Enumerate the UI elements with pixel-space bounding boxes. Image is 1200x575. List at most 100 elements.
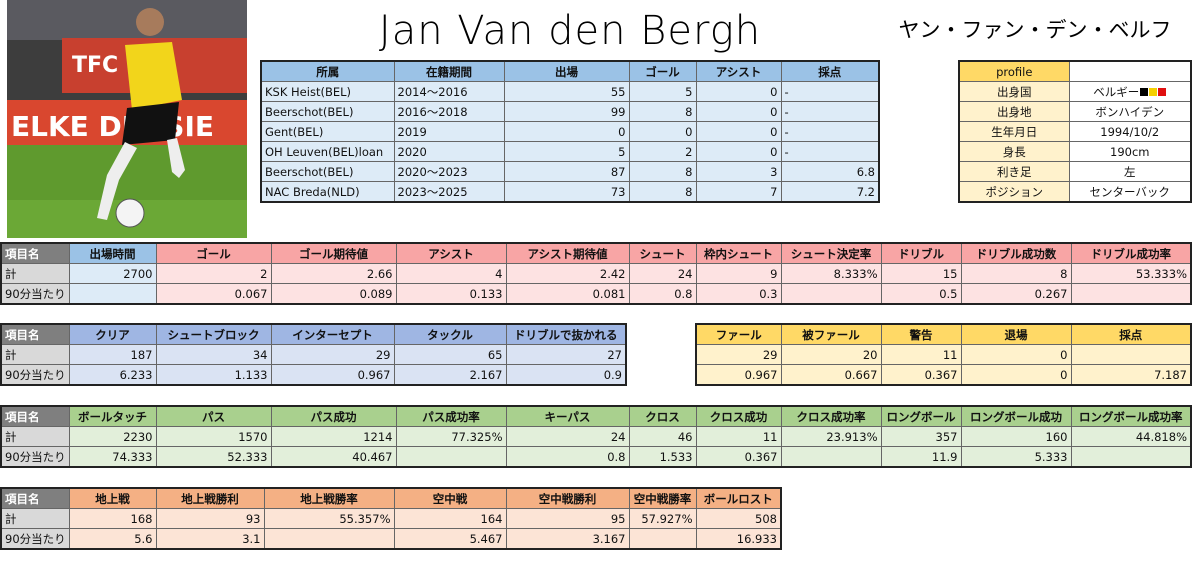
stat-cell: 0.367 [880,364,962,386]
header-cell: 空中戦勝利 [505,487,630,509]
header-cell: クリア [68,323,157,345]
stat-cell: 3.1 [155,528,265,550]
career-cell: 0 [695,121,782,142]
header-cell: 被ファール [780,323,882,345]
stat-cell: 29 [270,344,395,365]
stat-cell: 0.8 [628,283,697,305]
header-cell: アシスト [695,60,782,82]
career-row: OH Leuven(BEL)loan 2020 5 2 0- [260,141,880,162]
career-row: Beerschot(BEL) 2016～2018 99 8 0- [260,101,880,122]
header-cell: ゴール期待値 [270,242,397,264]
stat-cell: 11.9 [880,446,962,468]
career-cell: 0 [503,121,630,142]
career-cell: 2020 [393,141,505,162]
flag-square [1158,87,1167,96]
table-body: ファール 被ファール 警告 退場 採点 29 20 11 0 0.967 0.667 0.367 0 7.… [695,323,1192,386]
header-cell: 空中戦勝率 [628,487,697,509]
header-cell: インターセプト [270,323,395,345]
row-label: 90分当たり [0,446,70,468]
stat-cell: 9 [695,263,782,284]
career-cell: 3 [695,161,782,182]
row-label: 計 [0,426,70,447]
stats-row: 90分当たり 0.067 0.089 0.133 0.081 0.8 0.3 0.5 0.267 [0,283,1192,305]
career-cell: 2016～2018 [393,101,505,122]
career-cell: 0 [695,141,782,162]
career-cell: 6.8 [780,161,880,182]
career-cell: 2023～2025 [393,181,505,203]
career-cell: - [780,141,880,162]
header-cell: クロス成功 [695,405,782,427]
header-row: profile [958,60,1191,82]
career-cell: 2019 [393,121,505,142]
header-cell: 採点 [780,60,880,82]
stat-cell: 5.333 [960,446,1072,468]
career-cell: 7.2 [780,181,880,203]
row-label: 計 [0,263,70,284]
stats-table: 項目名 ボールタッチ パス パス成功 パス成功率 キーパス クロス クロス成功 クロス成功率 ロン… [0,405,1192,468]
stat-cell: 2230 [68,426,157,447]
career-cell: 2 [628,141,697,162]
header-cell: 地上戦勝利 [155,487,265,509]
label-header: 項目名 [0,323,70,345]
label-header: 項目名 [0,405,70,427]
header-cell: クロス成功率 [780,405,882,427]
flag-square [1149,87,1158,96]
stat-cell: 8 [960,263,1072,284]
profile-value: 1994/10/2 [1068,121,1192,142]
profile-value: ベルギー [1068,81,1192,102]
stat-cell: 0.967 [695,364,782,386]
stat-cell: 55.357% [263,508,395,529]
stat-cell: 74.333 [68,446,157,468]
stat-cell [780,283,882,305]
stats-row: 90分当たり 74.333 52.333 40.467 0.8 1.533 0.367 11.… [0,446,1192,468]
header-cell: ゴール [628,60,697,82]
career-cell: Beerschot(BEL) [260,161,395,182]
table-body: 項目名 地上戦 地上戦勝利 地上戦勝率 空中戦 空中戦勝利 空中戦勝率 ボールロスト計 168 9… [0,487,782,550]
profile-row: 生年月日 1994/10/2 [958,121,1192,142]
profile-header: profile [958,60,1070,82]
stat-cell: 187 [68,344,157,365]
header-cell: 空中戦 [393,487,507,509]
stat-cell: 0.089 [270,283,397,305]
stat-cell: 0.667 [780,364,882,386]
header-cell: アシスト期待値 [505,242,630,264]
stats-row: 0.967 0.667 0.367 0 7.187 [695,364,1192,386]
header-cell: 採点 [1070,323,1192,345]
stat-cell: 160 [960,426,1072,447]
career-cell: Beerschot(BEL) [260,101,395,122]
header-cell: ロングボール [880,405,962,427]
table-body: 項目名 ボールタッチ パス パス成功 パス成功率 キーパス クロス クロス成功 クロス成功率 ロン… [0,405,1192,468]
header-cell: パス成功 [270,405,397,427]
career-cell: 5 [628,81,697,102]
header-row: 項目名 地上戦 地上戦勝利 地上戦勝率 空中戦 空中戦勝利 空中戦勝率 ボールロスト [0,487,782,509]
table-body: 項目名 クリア シュートブロック インターセプト タックル ドリブルで抜かれる計 187 34… [0,323,627,386]
stat-cell: 1.533 [628,446,697,468]
stat-cell: 52.333 [155,446,272,468]
stats-row: 90分当たり 6.233 1.133 0.967 2.167 0.9 [0,364,627,386]
stat-cell: 15 [880,263,962,284]
stat-cell [1070,446,1192,468]
stat-cell: 357 [880,426,962,447]
stat-cell: 40.467 [270,446,397,468]
header-cell: 警告 [880,323,962,345]
stat-cell: 44.818% [1070,426,1192,447]
stats-table: 項目名 クリア シュートブロック インターセプト タックル ドリブルで抜かれる計 187 34… [0,323,627,386]
profile-row: 身長 190cm [958,141,1192,162]
stat-cell: 0.081 [505,283,630,305]
profile-row: 出身地 ボンハイデン [958,101,1192,122]
stat-cell: 0.8 [505,446,630,468]
row-label: 90分当たり [0,364,70,386]
career-cell: 5 [503,141,630,162]
stat-cell: 24 [628,263,697,284]
header-cell: 枠内シュート [695,242,782,264]
header-row: 項目名 出場時間 ゴール ゴール期待値 アシスト アシスト期待値 シュート 枠内シュート シュー… [0,242,1192,264]
stats-row: 29 20 11 0 [695,344,1192,365]
career-cell: NAC Breda(NLD) [260,181,395,203]
header-cell: 所属 [260,60,395,82]
career-cell: 2020～2023 [393,161,505,182]
stats-row: 計 2230 1570 1214 77.325% 24 46 11 23.913% 357 160 4… [0,426,1192,447]
stat-cell: 0.133 [395,283,507,305]
profile-row: 利き足左 [958,161,1192,182]
row-label: 計 [0,344,70,365]
